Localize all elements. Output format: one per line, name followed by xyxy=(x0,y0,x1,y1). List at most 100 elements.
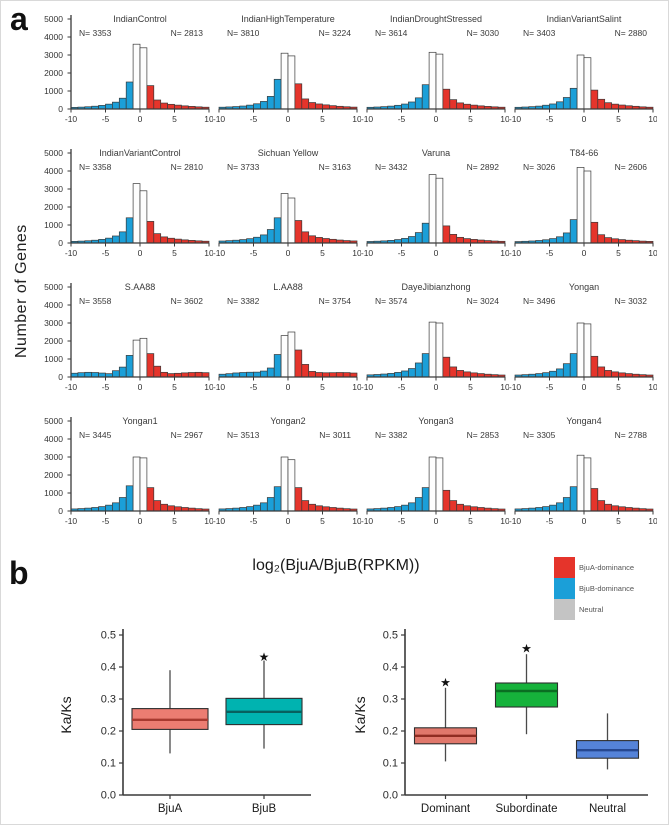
hist-bar xyxy=(569,219,578,244)
x-tick-label: 0 xyxy=(286,248,291,258)
y-tick-label: 0.3 xyxy=(101,694,116,706)
hist-bar xyxy=(408,368,416,378)
hist-bar xyxy=(187,372,196,378)
x-tick-label: -10 xyxy=(509,382,521,392)
x-tick-label: -5 xyxy=(250,382,258,392)
hist-bar xyxy=(287,197,296,244)
subplot-title: Varuna xyxy=(422,148,450,158)
hist-bar xyxy=(463,238,471,244)
y-tick-label: 0.4 xyxy=(383,662,398,674)
histogram-row-3: 5000 4000 3000 2000 1000 0 -10 -5 0 5 10 S.AA88 N= 3… xyxy=(29,275,657,409)
x-tick-label: 5 xyxy=(320,516,325,526)
hist-bar xyxy=(442,489,451,512)
subplot-title: IndianHighTemperature xyxy=(241,14,335,24)
y-tick-label: 0.5 xyxy=(383,630,398,642)
box-dominant: ★ xyxy=(413,675,478,762)
hist-bar xyxy=(569,87,578,110)
hist-bar xyxy=(576,54,585,110)
y-tick-label: 2000 xyxy=(44,202,63,212)
x-tick-label: -10 xyxy=(509,114,521,124)
y-tick-label: 5000 xyxy=(44,148,63,158)
category-label: Subordinate xyxy=(495,803,557,815)
hist-bar xyxy=(105,504,113,512)
subplot-title: Sichuan Yellow xyxy=(258,148,319,158)
hist-bar xyxy=(428,321,437,378)
hist-bar xyxy=(112,235,120,244)
x-tick-label: -5 xyxy=(250,516,258,526)
hist-bar xyxy=(542,506,550,512)
x-tick-label: 5 xyxy=(172,516,177,526)
x-tick-label: -10 xyxy=(361,248,373,258)
y-tick-label: 1000 xyxy=(44,488,63,498)
x-tick-label: -10 xyxy=(509,248,521,258)
hist-bar xyxy=(246,506,254,512)
hist-bar xyxy=(287,459,296,512)
hist-bar xyxy=(435,322,444,378)
significance-star: ★ xyxy=(521,641,532,655)
hist-bar xyxy=(280,456,289,512)
category-label: Dominant xyxy=(421,803,471,815)
x-tick-label: 5 xyxy=(468,248,473,258)
hist-bar xyxy=(308,503,316,512)
n-right-label: N= 3163 xyxy=(319,162,352,172)
hist-bar xyxy=(153,500,162,512)
n-right-label: N= 3224 xyxy=(319,28,352,38)
y-tick-label: 4000 xyxy=(44,166,63,176)
hist-bar xyxy=(132,43,141,110)
x-tick-label: 0 xyxy=(286,382,291,392)
hist-bar xyxy=(294,220,303,244)
y-tick-label: 5000 xyxy=(44,14,63,24)
hist-bar xyxy=(414,362,423,378)
hist-bar xyxy=(463,103,471,110)
hist-bar xyxy=(611,371,619,378)
y-tick-label: 3000 xyxy=(44,50,63,60)
n-right-label: N= 2788 xyxy=(615,430,648,440)
subplot-title: DayeJibianzhong xyxy=(401,282,470,292)
n-left-label: N= 3513 xyxy=(227,430,260,440)
histogram-indiandroughtstressed: -10 -5 0 5 10 IndianDroughtStressed N= 3614 N= … xyxy=(361,14,509,124)
hist-bar xyxy=(273,354,282,378)
histogram-l-aa88: -10 -5 0 5 10 L.AA88 N= 3382 N= 3754 xyxy=(213,282,361,392)
x-tick-label: -10 xyxy=(213,516,225,526)
hist-bar xyxy=(294,349,303,378)
hist-bar xyxy=(301,364,310,378)
n-left-label: N= 3810 xyxy=(227,28,260,38)
hist-bar xyxy=(301,98,310,110)
x-tick-label: -5 xyxy=(546,516,554,526)
hist-bar xyxy=(442,225,451,244)
y-tick-label: 5000 xyxy=(44,282,63,292)
x-tick-label: 0 xyxy=(434,114,439,124)
x-tick-label: 0 xyxy=(582,248,587,258)
hist-bar xyxy=(569,353,578,378)
legend-swatch-bjub-dominance xyxy=(554,578,575,599)
hist-bar xyxy=(167,103,175,110)
hist-bar xyxy=(253,504,261,512)
x-tick-label: 5 xyxy=(320,382,325,392)
hist-bar xyxy=(611,103,619,110)
histogram-row-1: 5000 4000 3000 2000 1000 0 -10 -5 0 5 10 IndianCont… xyxy=(29,7,657,141)
x-tick-label: -5 xyxy=(398,382,406,392)
x-tick-label: 5 xyxy=(172,382,177,392)
y-tick-label: 3000 xyxy=(44,318,63,328)
y-tick-label: 0 xyxy=(58,372,63,382)
hist-bar xyxy=(597,500,606,512)
x-tick-label: 10 xyxy=(352,248,361,258)
y-axis-title: Ka/Ks xyxy=(58,696,74,733)
histogram-s-aa88: -10 -5 0 5 10 S.AA88 N= 3558 N= 3602 xyxy=(65,282,213,392)
hist-bar xyxy=(315,505,323,512)
box-bjub: ★ xyxy=(225,650,303,749)
subplot-title: T84-66 xyxy=(570,148,599,158)
subplot-title: L.AA88 xyxy=(273,282,303,292)
hist-bar xyxy=(139,190,148,244)
n-right-label: N= 2813 xyxy=(171,28,204,38)
x-tick-label: -5 xyxy=(546,248,554,258)
legend-item-neutral: Neutral xyxy=(554,599,634,620)
hist-bar xyxy=(576,167,585,244)
x-tick-label: 10 xyxy=(648,382,657,392)
hist-bar xyxy=(335,372,344,378)
hist-bar xyxy=(280,193,289,244)
subplot-title: Yongan2 xyxy=(270,416,305,426)
x-tick-label: 5 xyxy=(468,382,473,392)
n-right-label: N= 2892 xyxy=(467,162,500,172)
x-tick-label: 10 xyxy=(204,382,213,392)
